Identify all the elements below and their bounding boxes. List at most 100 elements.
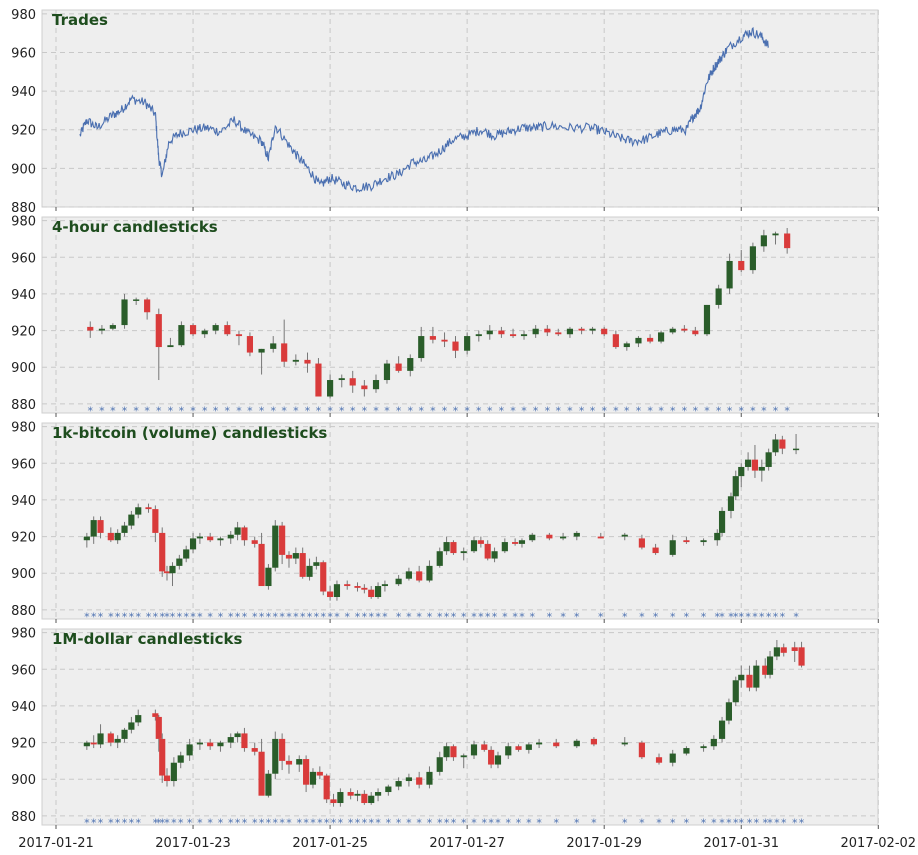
- candle-marker: *: [601, 404, 607, 417]
- candle-body: [501, 542, 508, 552]
- candle-marker: *: [355, 610, 361, 623]
- candle-body: [395, 781, 402, 787]
- candle-body: [481, 744, 488, 750]
- candle-marker: *: [453, 404, 459, 417]
- candle-body: [529, 534, 536, 541]
- candle-marker: *: [316, 404, 322, 417]
- candle-marker: *: [297, 816, 303, 829]
- candle-marker: *: [529, 610, 535, 623]
- candle-marker: *: [236, 404, 242, 417]
- candle-body: [520, 334, 528, 337]
- candle-marker: *: [168, 404, 174, 417]
- candle-body: [760, 235, 767, 247]
- candle-marker: *: [266, 816, 272, 829]
- candle-marker: *: [320, 610, 326, 623]
- candle-marker: *: [317, 816, 323, 829]
- candle-body: [155, 314, 162, 348]
- candle-body: [418, 336, 425, 359]
- candle-marker: *: [639, 610, 645, 623]
- candle-body: [452, 341, 459, 351]
- candle-marker: *: [693, 404, 699, 417]
- y-tick-label: 980: [11, 8, 36, 23]
- candle-marker: *: [115, 610, 121, 623]
- candle-marker: *: [482, 816, 488, 829]
- candle-marker: *: [716, 404, 722, 417]
- candle-marker: *: [591, 816, 597, 829]
- candle-body: [234, 733, 241, 738]
- candle-body: [762, 665, 769, 675]
- candle-body: [597, 536, 604, 539]
- candle-marker: *: [701, 610, 707, 623]
- candle-body: [304, 359, 311, 364]
- candle-body: [784, 233, 791, 249]
- candle-marker: *: [242, 610, 248, 623]
- candle-body: [107, 733, 114, 743]
- candle-body: [121, 525, 128, 533]
- x-tick-label: 2017-01-25: [292, 836, 368, 851]
- y-tick-label: 900: [11, 361, 36, 376]
- candle-body: [601, 328, 608, 335]
- candle-body: [773, 647, 780, 657]
- panel-3: 880 900 920 940 960 980 1k-bitcoin (volume) ca…: [11, 421, 879, 623]
- candle-marker: *: [622, 610, 628, 623]
- candle-body: [714, 532, 721, 541]
- candle-body: [669, 328, 676, 333]
- candle-body: [475, 334, 482, 337]
- candle-marker: *: [579, 404, 585, 417]
- candle-body: [718, 510, 726, 533]
- candle-body: [509, 334, 517, 337]
- candle-body: [772, 439, 779, 453]
- candle-marker: *: [98, 816, 104, 829]
- candle-body: [669, 540, 676, 555]
- candle-body: [700, 540, 707, 543]
- candle-marker: *: [792, 816, 798, 829]
- y-tick-label: 980: [11, 421, 36, 436]
- candle-body: [638, 538, 645, 548]
- candle-body: [299, 553, 306, 577]
- candle-body: [285, 760, 293, 765]
- candle-body: [330, 799, 337, 804]
- candle-marker: *: [427, 610, 433, 623]
- candle-marker: *: [252, 816, 258, 829]
- candle-marker: *: [444, 816, 450, 829]
- candle-body: [207, 536, 214, 541]
- candle-marker: *: [190, 404, 196, 417]
- candle-marker: *: [719, 816, 725, 829]
- candle-marker: *: [536, 816, 542, 829]
- candle-body: [83, 536, 90, 541]
- candle-marker: *: [235, 610, 241, 623]
- candle-body: [372, 380, 380, 390]
- candle-body: [309, 771, 317, 785]
- candle-marker: *: [218, 610, 224, 623]
- candle-body: [700, 746, 707, 749]
- candle-marker: *: [613, 404, 619, 417]
- candle-body: [337, 792, 344, 804]
- candle-marker: *: [159, 610, 165, 623]
- candle-body: [779, 439, 786, 449]
- candle-body: [732, 476, 739, 497]
- candle-marker: *: [464, 404, 470, 417]
- panel-1: 880 900 920 940 960 980 Trades: [11, 8, 879, 216]
- candle-body: [725, 702, 732, 721]
- candle-body: [692, 330, 699, 335]
- candle-marker: *: [639, 816, 645, 829]
- candle-marker: *: [406, 816, 412, 829]
- candle-marker: *: [286, 610, 292, 623]
- candle-body: [612, 334, 619, 348]
- candle-marker: *: [202, 404, 208, 417]
- panel-title: Trades: [52, 11, 108, 29]
- candle-marker: *: [108, 816, 114, 829]
- candle-marker: *: [164, 816, 170, 829]
- candle-body: [354, 793, 361, 796]
- candle-marker: *: [307, 610, 313, 623]
- candle-marker: *: [781, 816, 787, 829]
- candle-body: [201, 330, 208, 335]
- candle-body: [749, 246, 756, 271]
- candle-marker: *: [187, 816, 193, 829]
- candle-marker: *: [281, 404, 287, 417]
- candle-marker: *: [259, 404, 265, 417]
- candle-body: [207, 742, 214, 747]
- candle-body: [281, 343, 288, 362]
- candle-body: [235, 334, 243, 337]
- candle-body: [313, 562, 320, 566]
